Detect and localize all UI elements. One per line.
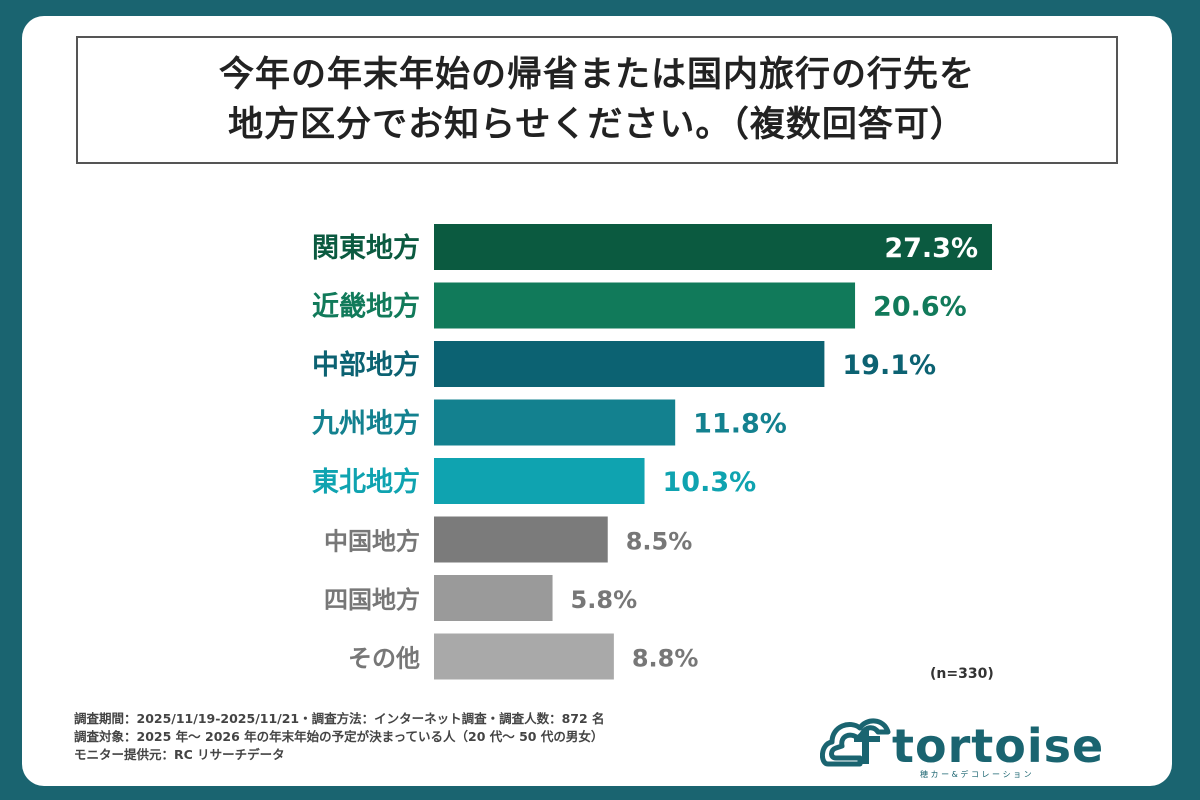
title-line-1: 今年の年末年始の帰省または国内旅行の行先を (218, 55, 975, 95)
tortoise-logo: tortoise 穂 カ ー & デ コ レ ー シ ョ ン (820, 718, 1104, 779)
bar-4 (434, 399, 676, 446)
monitor-source-line: モニター提供元：RC リサーチデータ (74, 747, 285, 762)
category-label-2: 近畿地方 (312, 291, 420, 323)
category-label-5: 東北地方 (312, 466, 420, 498)
bar-chart: 関東地方 27.3% 近畿地方 20.6% 中部地方 19.1% 九州地方 11.8% 東北地方… (312, 224, 992, 680)
bar-5 (434, 458, 645, 504)
logo-t-stem (862, 730, 869, 764)
survey-period-line: 調査期間：2025/11/19-2025/11/21・調査方法：インターネット調… (74, 711, 605, 726)
bar-7 (434, 575, 553, 621)
bar-1 (434, 224, 992, 270)
category-label-7: 四国地方 (324, 586, 420, 614)
sample-size-note: (n=330) (930, 666, 994, 682)
cloud-logo-mark (820, 718, 891, 767)
value-label-6: 8.5% (626, 528, 693, 556)
value-label-5: 10.3% (663, 467, 757, 498)
bar-6 (434, 516, 608, 563)
value-label-4: 11.8% (693, 409, 787, 440)
category-label-4: 九州地方 (312, 408, 420, 440)
logo-tagline: 穂 カ ー & デ コ レ ー シ ョ ン (920, 769, 1032, 779)
value-label-1: 27.3% (884, 233, 978, 264)
value-label-2: 20.6% (873, 292, 967, 323)
bar-8 (434, 633, 614, 680)
title-line-2: 地方区分でお知らせください。（複数回答可） (228, 105, 966, 145)
category-label-3: 中部地方 (312, 349, 420, 381)
bar-3 (434, 341, 825, 387)
value-label-3: 19.1% (842, 350, 936, 381)
logo-t-bar (854, 736, 880, 742)
value-label-8: 8.8% (632, 645, 699, 673)
category-label-1: 関東地方 (312, 232, 420, 264)
survey-footer: 調査期間：2025/11/19-2025/11/21・調査方法：インターネット調… (74, 710, 605, 764)
value-label-7: 5.8% (571, 586, 638, 614)
bar-2 (434, 282, 856, 329)
logo-wordmark: tortoise (892, 719, 1104, 773)
category-label-6: 中国地方 (324, 528, 420, 556)
category-label-8: その他 (348, 645, 420, 673)
survey-target-line: 調査対象：2025 年～ 2026 年の年末年始の予定が決まっている人（20 代… (74, 729, 604, 744)
question-title-box: 今年の年末年始の帰省または国内旅行の行先を 地方区分でお知らせください。（複数回… (76, 36, 1118, 164)
content-card: 今年の年末年始の帰省または国内旅行の行先を 地方区分でお知らせください。（複数回… (22, 16, 1172, 786)
